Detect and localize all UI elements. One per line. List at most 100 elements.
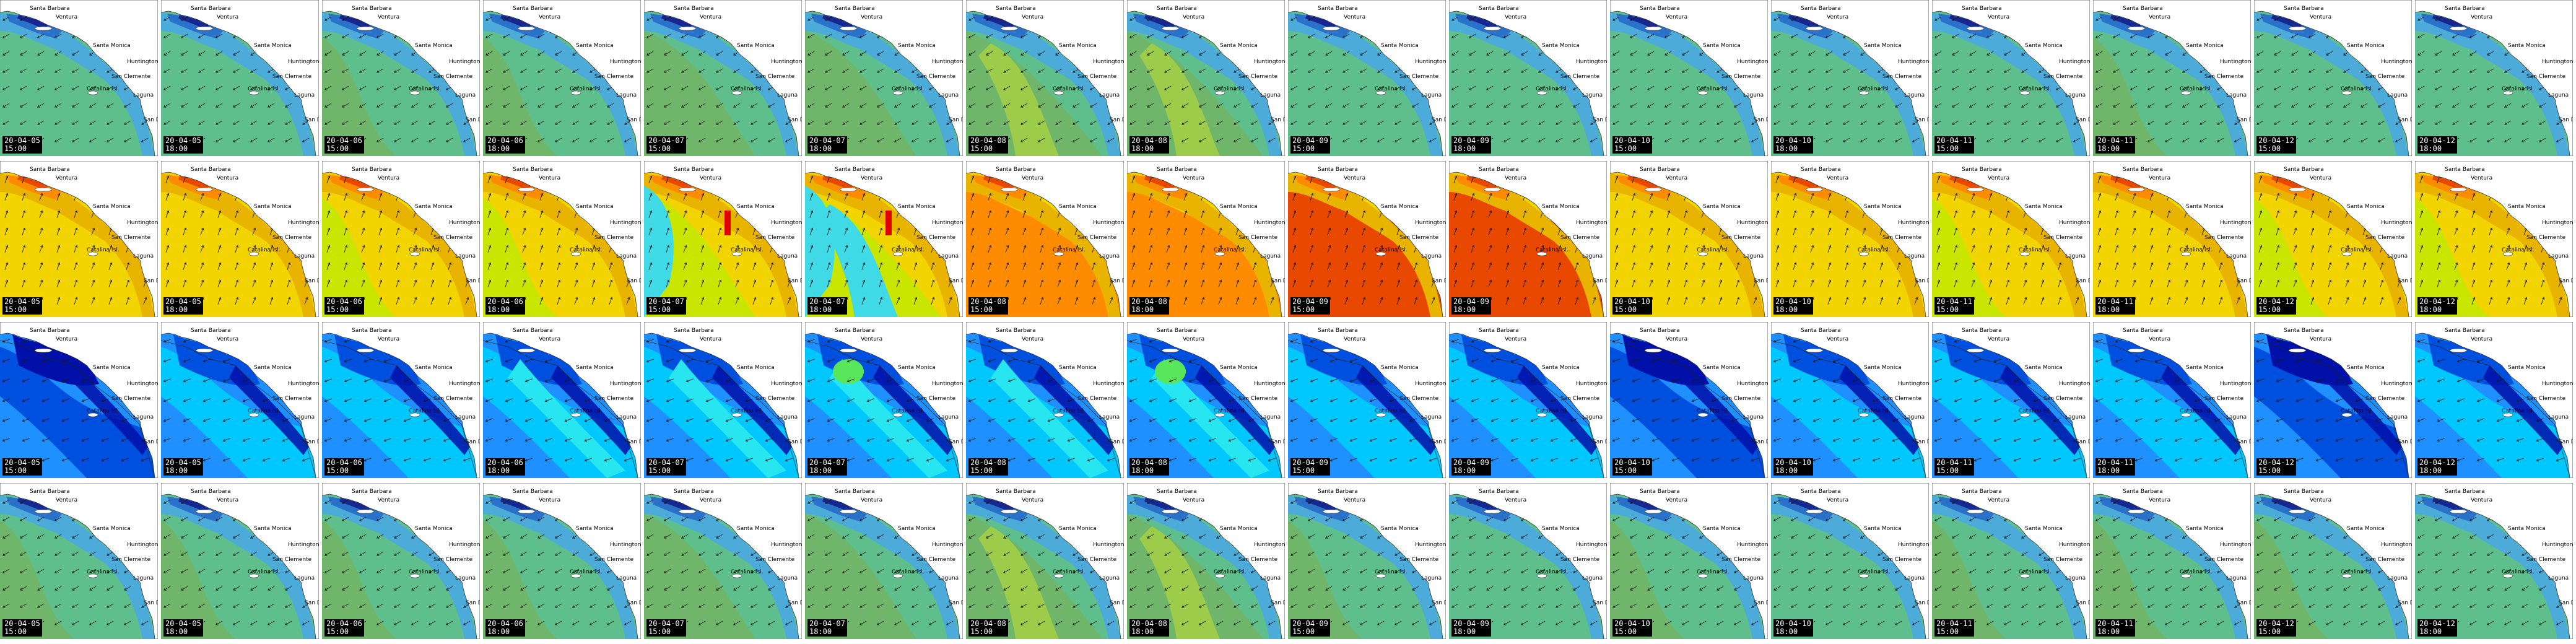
place-label: San Clemente [2204, 396, 2244, 402]
place-label: San Clemente [111, 396, 151, 402]
place-label: San Diego [2398, 600, 2412, 606]
timestamp-time: 18:00 [1775, 144, 1798, 153]
timestamp-time: 18:00 [1453, 627, 1476, 636]
place-label: San Clemente [755, 557, 795, 563]
place-label: Santa Monica [2186, 43, 2224, 49]
map-tile-temperature-13: Santa Barbara Ventura Santa Monica Catalina… [1932, 161, 2090, 317]
place-label: Ventura [1827, 336, 1849, 342]
place-label: Huntington [2542, 59, 2573, 65]
place-label: Huntington [1737, 59, 1768, 65]
place-label: Ventura [1666, 175, 1688, 181]
place-label: Huntington [610, 59, 641, 65]
place-label: Huntington [932, 381, 963, 387]
place-label: Catalina Isl. [87, 408, 120, 414]
place-label: San Clemente [1399, 235, 1439, 241]
place-label: Ventura [1505, 14, 1527, 20]
timestamp-label: 20-04-08 15:00 [968, 458, 1008, 476]
place-label: Ventura [2310, 336, 2332, 342]
place-label: Laguna [1421, 253, 1442, 259]
place-label: San Clemente [111, 74, 151, 80]
timestamp-time: 18:00 [2419, 466, 2442, 475]
timestamp-label: 20-04-07 18:00 [807, 619, 847, 637]
place-label: San Clemente [916, 396, 956, 402]
place-label: Catalina Isl. [248, 408, 281, 414]
place-label: Laguna [455, 92, 476, 98]
place-label: Santa Barbara [191, 6, 231, 12]
timestamp-label: 20-04-11 15:00 [1934, 136, 1974, 154]
timestamp-time: 15:00 [2258, 627, 2281, 636]
place-label: Santa Barbara [352, 6, 392, 12]
place-label: San Diego [1754, 439, 1768, 445]
map-tile-swell-15: Santa Barbara Ventura Santa Monica Catalina… [2254, 322, 2412, 478]
place-label: Huntington [2059, 542, 2090, 548]
place-label: Huntington [1093, 542, 1124, 548]
place-label: Ventura [1505, 336, 1527, 342]
place-label: San Clemente [1238, 396, 1278, 402]
place-label: Ventura [1505, 175, 1527, 181]
place-label: Ventura [1022, 497, 1044, 503]
place-label: San Diego [2076, 278, 2090, 284]
place-label: Ventura [2149, 497, 2171, 503]
gust-map [644, 483, 802, 639]
place-label: Huntington [1737, 542, 1768, 548]
place-label: San Clemente [2526, 557, 2566, 563]
timestamp-date: 20-04-05 [4, 458, 40, 467]
place-label: Catalina Isl. [570, 86, 603, 92]
place-label: Ventura [2310, 175, 2332, 181]
swell-map [0, 322, 158, 478]
temperature-map [805, 161, 963, 317]
place-label: Santa Monica [2508, 43, 2546, 49]
place-label: Huntington [771, 220, 802, 226]
timestamp-time: 15:00 [326, 305, 349, 314]
map-tile-gust-11: Santa Barbara Ventura Santa Monica Catalina… [1610, 483, 1768, 639]
timestamp-date: 20-04-07 [648, 619, 684, 628]
gust-map [1127, 483, 1285, 639]
timestamp-date: 20-04-07 [648, 297, 684, 306]
timestamp-label: 20-04-05 18:00 [163, 458, 203, 476]
timestamp-time: 18:00 [1131, 627, 1154, 636]
map-tile-temperature-4: Santa Barbara Ventura Santa Monica Catalina… [483, 161, 641, 317]
place-label: Ventura [2149, 175, 2171, 181]
timestamp-time: 18:00 [1131, 144, 1154, 153]
place-label: Santa Monica [254, 526, 292, 532]
place-label: Laguna [2548, 414, 2569, 420]
timestamp-date: 20-04-07 [809, 619, 845, 628]
timestamp-date: 20-04-08 [970, 136, 1006, 145]
place-label: San Diego [1432, 439, 1446, 445]
timestamp-time: 18:00 [1775, 305, 1798, 314]
timestamp-label: 20-04-12 15:00 [2256, 619, 2296, 637]
map-tile-swell-13: Santa Barbara Ventura Santa Monica Catalina… [1932, 322, 2090, 478]
timestamp-time: 18:00 [809, 144, 832, 153]
place-label: Laguna [777, 414, 798, 420]
timestamp-time: 18:00 [1453, 305, 1476, 314]
place-label: Huntington [2059, 59, 2090, 65]
place-label: San Clemente [1560, 74, 1600, 80]
place-label: Catalina Isl. [409, 408, 442, 414]
timestamp-label: 20-04-07 15:00 [646, 619, 686, 637]
place-label: San Diego [466, 117, 480, 123]
place-label: Ventura [56, 14, 78, 20]
place-label: Santa Barbara [1640, 489, 1680, 495]
gust-map [1932, 483, 2090, 639]
timestamp-label: 20-04-10 15:00 [1612, 619, 1652, 637]
timestamp-time: 15:00 [648, 305, 671, 314]
timestamp-label: 20-04-10 18:00 [1773, 458, 1813, 476]
place-label: Santa Monica [1864, 526, 1902, 532]
place-label: Santa Monica [898, 204, 936, 210]
place-label: San Clemente [433, 235, 473, 241]
timestamp-label: 20-04-06 18:00 [485, 136, 525, 154]
timestamp-date: 20-04-05 [165, 458, 201, 467]
timestamp-date: 20-04-10 [1614, 458, 1650, 467]
place-label: Santa Monica [576, 526, 614, 532]
place-label: Huntington [127, 220, 158, 226]
map-tile-gust-9: Santa Barbara Ventura Santa Monica Catalina… [1288, 483, 1446, 639]
place-label: Catalina Isl. [1697, 408, 1730, 414]
timestamp-date: 20-04-06 [326, 619, 362, 628]
timestamp-label: 20-04-08 15:00 [968, 136, 1008, 154]
place-label: Santa Monica [1864, 365, 1902, 371]
place-label: San Diego [1754, 600, 1768, 606]
place-label: Huntington [1737, 220, 1768, 226]
place-label: Ventura [2149, 14, 2171, 20]
map-tile-swell-9: Santa Barbara Ventura Santa Monica Catalina… [1288, 322, 1446, 478]
place-label: Santa Barbara [191, 167, 231, 173]
